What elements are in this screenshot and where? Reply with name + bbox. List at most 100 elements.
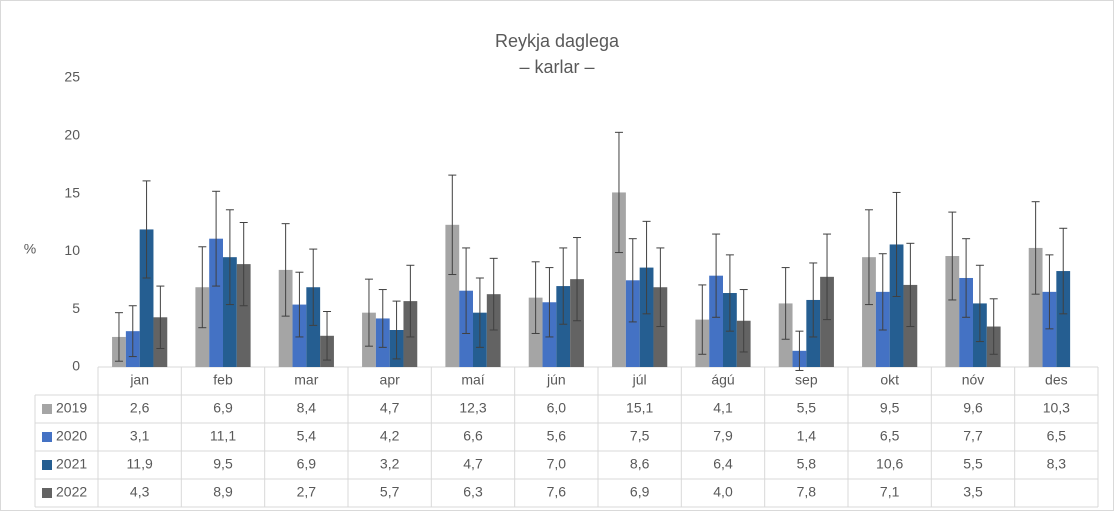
- x-tick-label: jún: [546, 372, 566, 388]
- error-bar: [989, 298, 998, 355]
- table-cell: 3,1: [130, 428, 150, 444]
- x-tick-label: sep: [795, 372, 818, 388]
- table-cell: 15,1: [626, 400, 653, 416]
- table-cell: 7,7: [963, 428, 983, 444]
- x-tick-label: nóv: [962, 372, 985, 388]
- bar: [862, 257, 876, 367]
- y-tick-label: 25: [64, 69, 80, 85]
- error-bar: [962, 238, 971, 318]
- error-bar: [406, 264, 415, 338]
- table-cell: 10,6: [876, 456, 903, 472]
- error-bar: [712, 233, 721, 318]
- table-cell: 2,7: [297, 484, 317, 500]
- table-cell: 7,8: [797, 484, 817, 500]
- bar: [445, 224, 460, 367]
- error-bar: [489, 257, 498, 331]
- error-bar: [309, 248, 318, 326]
- chart-subtitle: – karlar –: [519, 57, 594, 77]
- table-cell: 5,5: [963, 456, 983, 472]
- table-cell: 8,4: [297, 400, 317, 416]
- legend-swatch: [42, 432, 52, 442]
- x-tick-label: júl: [632, 372, 647, 388]
- x-tick-label: apr: [380, 372, 401, 388]
- error-bar: [1045, 254, 1054, 330]
- error-bar: [864, 209, 873, 306]
- error-bar: [378, 289, 387, 348]
- bar: [223, 257, 237, 367]
- x-tick-label: feb: [213, 372, 233, 388]
- table-cell: 6,5: [1047, 428, 1067, 444]
- error-bar: [1031, 201, 1040, 295]
- table-cell: 8,9: [213, 484, 233, 500]
- y-axis-label: %: [24, 241, 36, 257]
- error-bar: [948, 211, 957, 301]
- table-cell: 7,9: [713, 428, 733, 444]
- table-cell: 4,7: [463, 456, 483, 472]
- x-tick-label: jan: [129, 372, 149, 388]
- error-bar: [573, 237, 582, 322]
- bar: [570, 279, 584, 367]
- error-bar: [656, 247, 665, 328]
- error-bar: [698, 284, 707, 355]
- error-bar: [323, 311, 332, 361]
- error-bar: [239, 222, 248, 307]
- error-bar: [906, 242, 915, 328]
- error-bar: [545, 267, 554, 338]
- error-bar: [225, 209, 234, 306]
- table-cell: 5,7: [380, 484, 400, 500]
- table-cell: 7,6: [547, 484, 567, 500]
- table-cell: 3,2: [380, 456, 400, 472]
- error-bar: [364, 278, 373, 347]
- table-cell: 11,1: [210, 428, 236, 444]
- error-bar: [142, 180, 151, 279]
- bar: [278, 269, 293, 367]
- error-bar: [614, 131, 623, 254]
- error-bar: [1059, 227, 1068, 315]
- error-bar: [809, 262, 818, 338]
- y-tick-label: 0: [72, 358, 80, 374]
- table-cell: 8,6: [630, 456, 650, 472]
- bar: [959, 277, 973, 367]
- table-cell: 7,0: [547, 456, 567, 472]
- table-cell: 7,5: [630, 428, 650, 444]
- legend-label: 2022: [56, 484, 87, 500]
- error-bar: [559, 247, 568, 325]
- table-cell: 6,9: [630, 484, 650, 500]
- bar: [486, 294, 501, 367]
- table-cell: 1,4: [797, 428, 817, 444]
- bar: [625, 280, 640, 367]
- table-cell: 10,3: [1043, 400, 1070, 416]
- table-cell: 9,5: [213, 456, 233, 472]
- error-bar: [878, 253, 887, 331]
- error-bar: [531, 261, 540, 334]
- error-bar: [975, 264, 984, 343]
- table-cell: 6,4: [713, 456, 733, 472]
- table-cell: 6,6: [463, 428, 483, 444]
- bar: [209, 238, 223, 367]
- legend-swatch: [42, 404, 52, 414]
- table-cell: 6,3: [463, 484, 483, 500]
- bar: [1028, 247, 1043, 367]
- table-cell: 9,6: [963, 400, 983, 416]
- error-bar: [628, 238, 637, 323]
- error-bar: [892, 191, 901, 297]
- table-cell: 8,3: [1047, 456, 1067, 472]
- table-cell: 11,9: [127, 456, 153, 472]
- error-bar: [781, 267, 790, 340]
- bar: [236, 264, 251, 367]
- error-bar: [823, 233, 832, 321]
- bar: [709, 275, 723, 367]
- table-cell: 6,9: [213, 400, 233, 416]
- y-tick-label: 20: [64, 127, 80, 143]
- table-cell: 7,1: [880, 484, 900, 500]
- legend-label: 2021: [56, 456, 87, 472]
- bar: [639, 267, 654, 367]
- error-bar: [725, 254, 734, 332]
- y-tick-label: 5: [72, 300, 80, 316]
- x-tick-label: maí: [461, 372, 484, 388]
- table-cell: 5,5: [797, 400, 817, 416]
- error-bar: [156, 285, 165, 350]
- table-cell: 5,8: [797, 456, 817, 472]
- error-bar: [114, 312, 123, 362]
